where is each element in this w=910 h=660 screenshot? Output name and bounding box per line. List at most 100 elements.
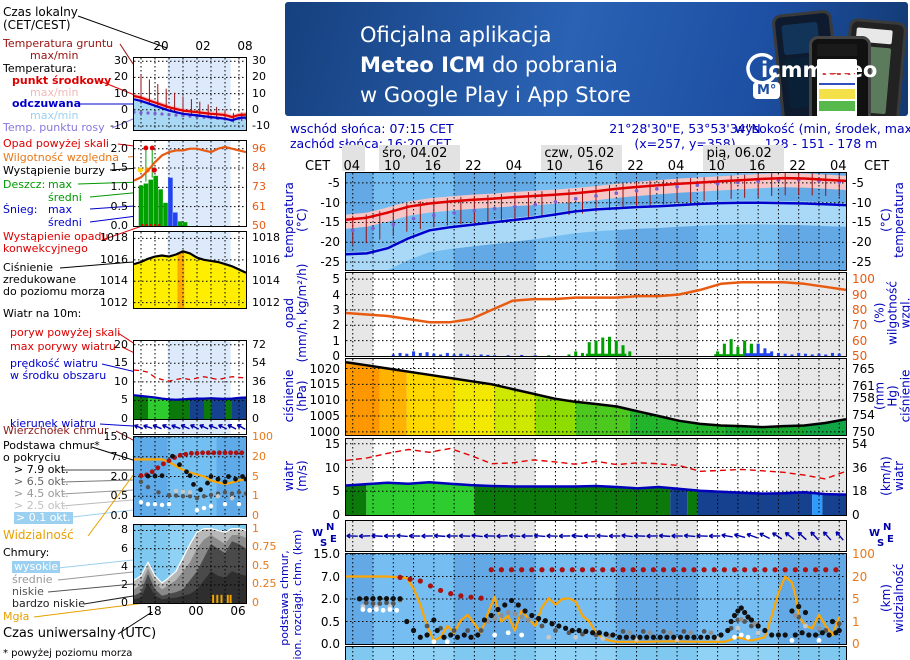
time-tick-label: 02 — [195, 39, 211, 53]
y-tick-label: 1014 — [252, 274, 280, 288]
label-w-srodku: w środku obszaru — [10, 369, 107, 382]
label-chmury: Chmury: — [3, 546, 50, 559]
time-tick-label: 00 — [188, 604, 204, 618]
y-tick-label: 2 — [121, 577, 128, 591]
axis-title-temperature-left: temperatura (°C) — [282, 182, 309, 258]
y-tick-label: 5 — [121, 393, 128, 407]
y-tick-label: 1020 — [309, 361, 340, 376]
banner-line2: Meteo ICM do pobrania — [360, 50, 618, 81]
y-tick-label: 0.75 — [252, 540, 277, 554]
coordinates-text: 21°28'30"E, 53°53'34"N — [609, 121, 761, 136]
label-opad-powyzej: Opad powyżej skali — [3, 137, 109, 150]
time-tick-label: 22 — [465, 159, 482, 174]
compass-rose-left: N E S W — [312, 522, 337, 549]
date-label: czw, 05.02 — [544, 146, 615, 161]
label-maxmin-red: max/min — [30, 86, 79, 99]
y-tick-label: 4 — [121, 559, 128, 573]
y-tick-label: 50 — [252, 219, 266, 232]
y-tick-label: 750 — [852, 424, 875, 439]
time-tick-label: 10 — [546, 159, 563, 174]
mini-wind-panel: 20 15 10 5 0 72 54 36 18 0 — [114, 338, 266, 424]
y-tick-label: -25 — [852, 255, 872, 270]
banner-app-name: Meteo ICM — [360, 53, 486, 77]
time-tick-label: 08 — [237, 39, 253, 53]
y-tick-label: -15 — [320, 215, 340, 230]
y-tick-label: 73 — [252, 180, 266, 194]
y-tick-label: 0.0 — [110, 219, 129, 232]
y-tick-label: -5 — [852, 175, 864, 190]
y-tick-label: 5 — [332, 272, 340, 287]
y-tick-label: 7.0 — [110, 449, 129, 463]
time-tick-label: 04 — [343, 159, 361, 174]
compass-rose-right: N E S W — [869, 522, 894, 549]
phone-mockup-front — [809, 36, 871, 116]
y-tick-label: 10 — [114, 86, 128, 100]
y-tick-label: 0 — [852, 637, 860, 651]
y-tick-label: 54 — [852, 436, 868, 451]
y-tick-label: 10 — [324, 460, 340, 475]
time-tick-label: 06 — [230, 604, 246, 618]
icmmeteo-logo: icmmeteoM° — [746, 53, 908, 99]
y-tick-label: -10 — [110, 118, 128, 132]
y-tick-label: 2.0 — [320, 592, 340, 606]
y-tick-label: 0 — [121, 412, 128, 425]
axis-title-visibility: (km) widzialność — [879, 563, 906, 633]
logo-text: icmmeteo — [761, 58, 878, 82]
y-tick-label: 5 — [332, 484, 340, 499]
y-tick-label: 10 — [252, 86, 266, 100]
time-tick-label: 22 — [789, 159, 806, 174]
y-tick-label: 0 — [332, 349, 340, 363]
axis-title-pressure-right: (mm Hg) ciśnienie — [872, 369, 910, 423]
axis-title-precip: opad (mm/h, kg/m²/h) — [282, 263, 309, 363]
y-tick-label: 1010 — [309, 393, 340, 408]
date-label: śro, 04.02 — [382, 146, 448, 161]
label-punkt-rosy: Temp. punktu rosy — [3, 121, 105, 134]
label-okt-79: > 7.9 okt. — [14, 463, 69, 476]
time-tick-label: 10 — [708, 159, 725, 174]
label-bardzo-niskie: bardzo niskie — [12, 597, 85, 610]
y-tick-label: 0 — [332, 508, 340, 522]
y-tick-label: -15 — [852, 215, 872, 230]
axis-title-wind-right: (km/h) wiatr — [879, 456, 906, 496]
label-kierunek: kierunek wiatru — [10, 417, 96, 430]
y-tick-label: 80 — [852, 302, 868, 317]
label-cisnienie: Ciśnienie — [3, 261, 54, 274]
y-tick-label: 90 — [852, 287, 868, 302]
y-tick-label: 1016 — [100, 252, 128, 266]
mini-time-axis-bottom: 18 00 06 — [133, 604, 245, 619]
time-tick-label: 22 — [627, 159, 644, 174]
y-tick-label: 1.5 — [110, 161, 129, 175]
banner-line3: w Google Play i App Store — [360, 83, 631, 107]
app-promo-banner[interactable]: Oficjalna aplikacja Meteo ICM do pobrani… — [285, 2, 908, 116]
label-snieg-sredni: średni — [48, 216, 82, 229]
y-tick-label: 70 — [852, 318, 868, 333]
y-tick-label: 18 — [252, 393, 266, 407]
y-tick-label: 0 — [852, 508, 860, 522]
y-tick-label: 1 — [332, 333, 340, 348]
y-tick-label: 15.0 — [103, 430, 129, 443]
axis-title-cloudbase: podstawa chmur, pion. rozciągł. chm. (km… — [278, 529, 304, 660]
y-tick-label: 1014 — [100, 274, 128, 288]
label-burza: Wystąpienie burzy — [3, 164, 105, 177]
logo-m-badge: M° — [753, 82, 781, 99]
pressure-panel: 1020 1015 1010 1005 1000 765 761 758 754 750 — [309, 358, 875, 438]
label-okt-01: > 0.1 okt. — [14, 511, 73, 524]
label-okt-25: > 2.5 okt. — [14, 499, 69, 512]
time-tick-label: 16 — [424, 159, 442, 174]
y-tick-label: 5 — [252, 469, 259, 483]
y-tick-label: 0 — [252, 102, 259, 116]
label-temp-gruntu-maxmin: max/min — [30, 49, 79, 62]
y-tick-label: 1005 — [309, 409, 340, 423]
mini-temperature-panel: 30 20 10 0 -10 30 20 10 0 -10 — [110, 55, 270, 132]
label-deszcz-sredni: średni — [48, 191, 82, 204]
mini-time-axis-top: 20 02 08 — [133, 39, 252, 54]
y-tick-label: 0.5 — [110, 199, 129, 213]
banner-line1: Oficjalna aplikacja — [360, 23, 552, 47]
day-shade-box — [703, 145, 785, 171]
time-tick-label: 10 — [384, 159, 401, 174]
y-tick-label: 3 — [332, 302, 340, 317]
label-czas-lokalny: Czas lokalny — [3, 5, 78, 19]
y-tick-label: 100 — [852, 272, 875, 287]
y-tick-label: 0.5 — [252, 558, 270, 572]
